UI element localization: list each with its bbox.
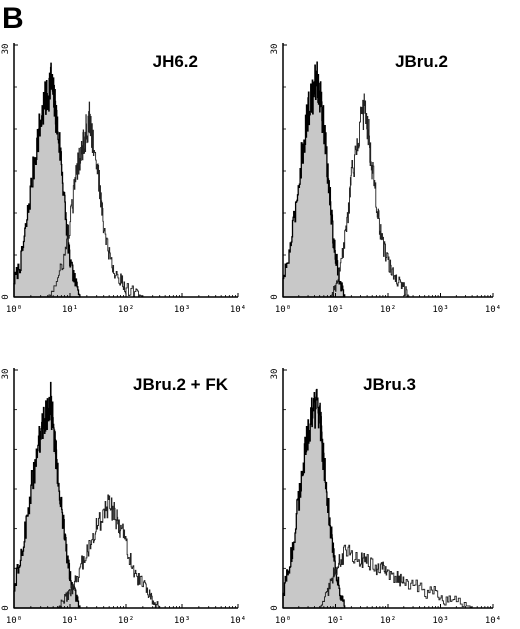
histogram-panels: 10⁰ 10¹ 10² 10³ 10⁴ 0 30 JH6.2 10⁰ 10¹ 10² 10³ 10⁴ 0 3… — [1, 43, 501, 626]
x-tick-label: 10⁰ — [6, 616, 22, 626]
y-tick-label: 0 — [1, 605, 11, 610]
x-tick-label: 10¹ — [327, 616, 343, 626]
x-tick-label: 10³ — [432, 616, 448, 626]
x-tick-label: 10² — [118, 305, 134, 315]
x-tick-label: 10⁴ — [230, 616, 246, 626]
x-tick-label: 10³ — [432, 305, 448, 315]
histogram-panel: 10⁰ 10¹ 10² 10³ 10⁴ 0 30 JH6.2 — [1, 43, 246, 315]
x-tick-label: 10³ — [174, 305, 190, 315]
panel-title: JBru.3 — [363, 375, 416, 394]
histogram-panel: 10⁰ 10¹ 10² 10³ 10⁴ 0 30 JBru.2 — [270, 43, 501, 315]
x-tick-label: 10⁴ — [230, 305, 246, 315]
x-tick-label: 10⁴ — [485, 305, 501, 315]
stained-histogram — [57, 494, 161, 609]
x-tick-label: 10⁰ — [6, 305, 22, 315]
y-tick-label: 0 — [270, 294, 280, 299]
x-tick-label: 10¹ — [62, 616, 78, 626]
histogram-panel: 10⁰ 10¹ 10² 10³ 10⁴ 0 30 JBru.2 + FK — [1, 368, 246, 626]
x-tick-label: 10⁰ — [275, 616, 291, 626]
x-tick-label: 10² — [118, 616, 134, 626]
x-tick-label: 10² — [380, 616, 396, 626]
x-tick-label: 10¹ — [62, 305, 78, 315]
control-histogram — [13, 62, 81, 298]
control-histogram — [13, 381, 81, 609]
stained-histogram — [330, 93, 410, 298]
control-histogram — [282, 61, 346, 298]
panel-title: JH6.2 — [153, 52, 198, 71]
stained-histogram — [47, 101, 144, 298]
panel-title: JBru.2 + FK — [133, 375, 229, 394]
y-tick-label: 30 — [270, 44, 280, 55]
x-tick-label: 10³ — [174, 616, 190, 626]
control-histogram — [282, 388, 346, 609]
y-tick-label: 0 — [1, 294, 11, 299]
y-tick-label: 30 — [270, 369, 280, 380]
x-tick-label: 10⁴ — [485, 616, 501, 626]
x-tick-label: 10¹ — [327, 305, 343, 315]
histogram-panel: 10⁰ 10¹ 10² 10³ 10⁴ 0 30 JBru.3 — [270, 368, 501, 626]
y-tick-label: 0 — [270, 605, 280, 610]
panel-letter: B — [2, 2, 24, 35]
y-tick-label: 30 — [1, 369, 11, 380]
stained-histogram — [319, 544, 473, 609]
panel-title: JBru.2 — [395, 52, 448, 71]
x-tick-label: 10⁰ — [275, 305, 291, 315]
y-tick-label: 30 — [1, 44, 11, 55]
x-tick-label: 10² — [380, 305, 396, 315]
